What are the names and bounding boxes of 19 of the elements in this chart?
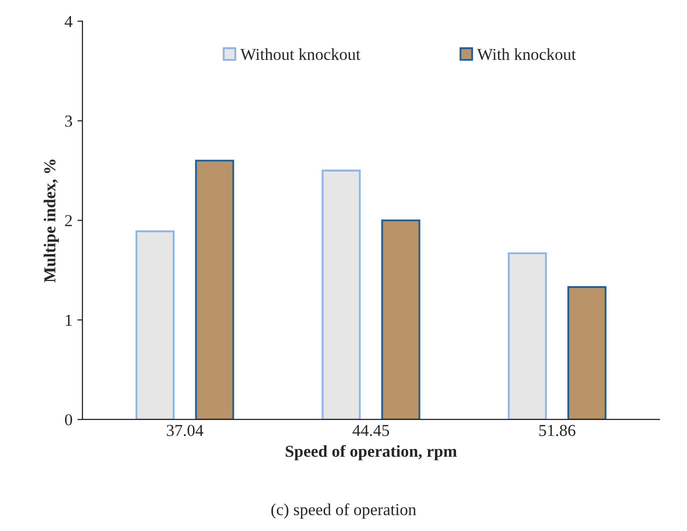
x-tick-label: 44.45 <box>352 424 390 436</box>
y-tick-label: 1 <box>66 314 72 326</box>
y-tick-label: 2 <box>65 215 72 226</box>
bar <box>322 170 361 420</box>
bar <box>381 219 420 420</box>
legend-label: Without knockout <box>240 48 360 60</box>
bar <box>136 230 175 420</box>
x-axis-title: Speed of operation, rpm <box>286 445 457 460</box>
y-tick-label: 3 <box>65 116 72 127</box>
text: (c) speed of operation <box>271 503 416 519</box>
bar <box>195 160 234 420</box>
x-tick-label: 51.86 <box>539 424 576 436</box>
y-tick-label: 0 <box>65 414 72 426</box>
legend-label: With knockout <box>477 48 576 60</box>
x-tick-label: 37.04 <box>166 424 204 436</box>
bar <box>567 286 606 420</box>
y-tick-label: 4 <box>64 16 72 28</box>
y-axis-title: Multipe index, % <box>44 160 59 282</box>
bar <box>508 252 547 420</box>
